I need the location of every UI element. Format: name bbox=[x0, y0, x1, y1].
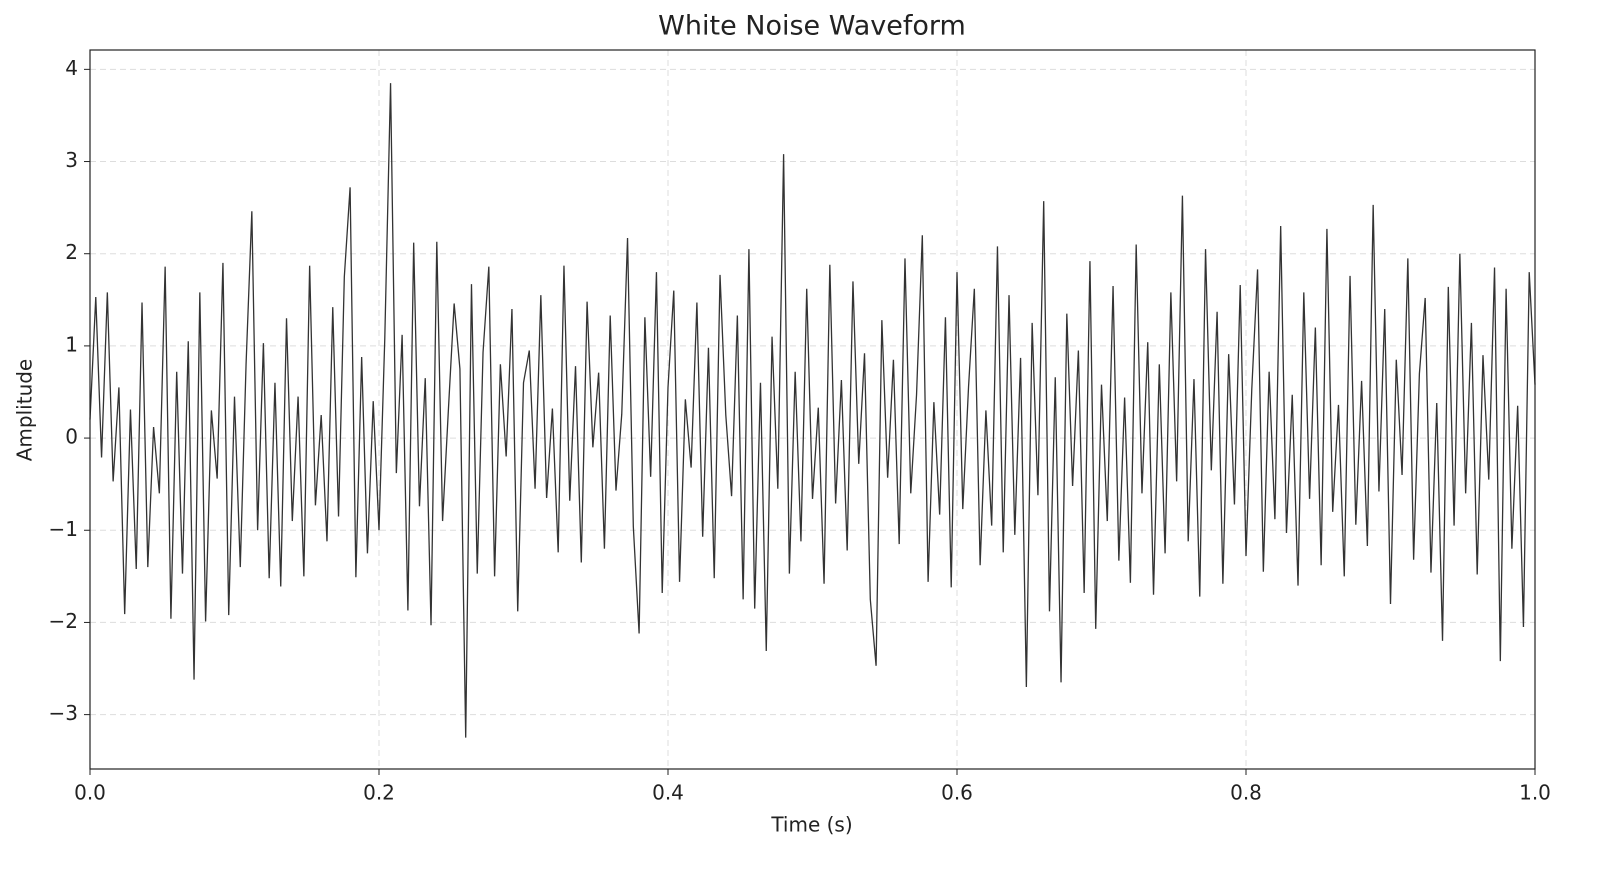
x-axis-label: Time (s) bbox=[770, 813, 852, 837]
y-tick-label: 1 bbox=[65, 332, 78, 356]
y-axis-label: Amplitude bbox=[13, 359, 37, 462]
x-tick-label: 0.6 bbox=[941, 781, 973, 805]
x-tick-label: 0.8 bbox=[1230, 781, 1262, 805]
chart-title: White Noise Waveform bbox=[658, 11, 966, 42]
x-tick-label: 0.2 bbox=[363, 781, 395, 805]
series-line bbox=[89, 83, 1536, 738]
y-tick-label: 3 bbox=[65, 148, 78, 172]
y-tick-label: 2 bbox=[65, 240, 78, 264]
y-tick-label: 4 bbox=[65, 56, 78, 80]
x-tick-label: 0.0 bbox=[74, 781, 106, 805]
y-tick-label: −3 bbox=[49, 701, 78, 725]
x-tick-label: 0.4 bbox=[652, 781, 684, 805]
y-tick-label: −1 bbox=[49, 517, 78, 541]
y-tick-label: 0 bbox=[65, 425, 78, 449]
y-tick-label: −2 bbox=[49, 609, 78, 633]
x-tick-label: 1.0 bbox=[1519, 781, 1551, 805]
plot-frame bbox=[89, 49, 1536, 770]
